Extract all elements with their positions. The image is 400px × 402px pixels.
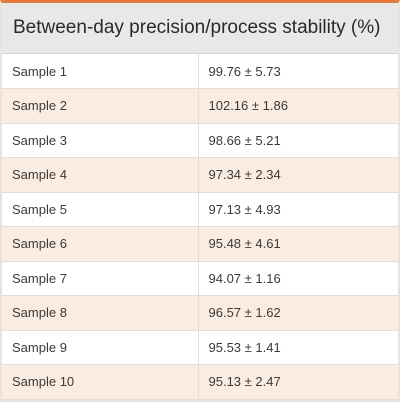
table-row: Sample 9 95.53 ± 1.41 <box>2 330 398 365</box>
value-cell: 94.07 ± 1.16 <box>198 261 398 296</box>
sample-cell: Sample 1 <box>2 54 199 89</box>
sample-cell: Sample 6 <box>2 226 199 262</box>
table-row: Sample 5 97.13 ± 4.93 <box>2 192 398 227</box>
value-cell: 97.13 ± 4.93 <box>198 192 398 227</box>
sample-cell: Sample 7 <box>2 261 199 296</box>
sample-cell: Sample 8 <box>2 295 199 331</box>
sample-cell: Sample 2 <box>2 88 199 124</box>
value-cell: 96.57 ± 1.62 <box>198 295 398 331</box>
value-cell: 99.76 ± 5.73 <box>198 54 398 89</box>
table-row: Sample 8 96.57 ± 1.62 <box>2 295 398 331</box>
value-cell: 95.48 ± 4.61 <box>198 226 398 262</box>
sample-cell: Sample 5 <box>2 192 199 227</box>
table-title: Between-day precision/process stability … <box>2 3 398 54</box>
sample-cell: Sample 10 <box>2 364 199 400</box>
table-row: Sample 1 99.76 ± 5.73 <box>2 54 398 89</box>
sample-cell: Sample 3 <box>2 123 199 158</box>
value-cell: 102.16 ± 1.86 <box>198 88 398 124</box>
sample-cell: Sample 4 <box>2 157 199 193</box>
value-cell: 95.13 ± 2.47 <box>198 364 398 400</box>
table-row: Sample 3 98.66 ± 5.21 <box>2 123 398 158</box>
table-row: Sample 6 95.48 ± 4.61 <box>2 226 398 262</box>
table-row: Sample 10 95.13 ± 2.47 <box>2 364 398 400</box>
table-row: Sample 7 94.07 ± 1.16 <box>2 261 398 296</box>
value-cell: 95.53 ± 1.41 <box>198 330 398 365</box>
value-cell: 97.34 ± 2.34 <box>198 157 398 193</box>
precision-table: Sample 1 99.76 ± 5.73 Sample 2 102.16 ± … <box>2 54 398 400</box>
sample-cell: Sample 9 <box>2 330 199 365</box>
table-row: Sample 2 102.16 ± 1.86 <box>2 88 398 124</box>
value-cell: 98.66 ± 5.21 <box>198 123 398 158</box>
table-row: Sample 4 97.34 ± 2.34 <box>2 157 398 193</box>
